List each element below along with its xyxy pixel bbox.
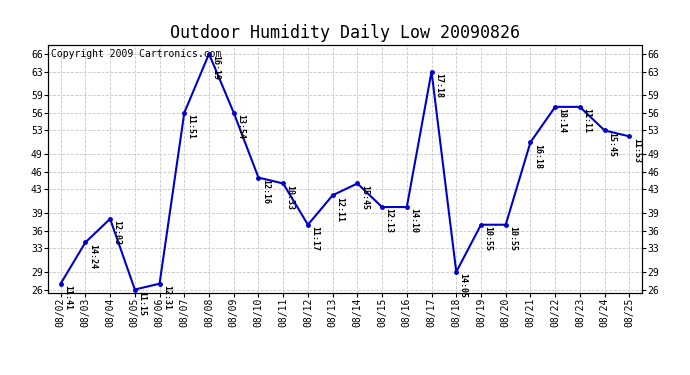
Text: 15:45: 15:45 [359,185,369,210]
Text: 15:45: 15:45 [607,132,616,157]
Text: 11:11: 11:11 [582,108,591,133]
Text: 12:03: 12:03 [112,220,121,245]
Text: 10:55: 10:55 [508,226,518,251]
Text: 12:13: 12:13 [384,209,393,234]
Text: 16:19: 16:19 [211,55,221,80]
Text: 11:17: 11:17 [310,226,319,251]
Text: 10:55: 10:55 [484,226,493,251]
Text: 18:14: 18:14 [558,108,566,133]
Text: 12:16: 12:16 [261,179,270,204]
Text: 11:41: 11:41 [63,285,72,310]
Title: Outdoor Humidity Daily Low 20090826: Outdoor Humidity Daily Low 20090826 [170,24,520,42]
Text: 11:15: 11:15 [137,291,146,316]
Text: 11:51: 11:51 [187,114,196,139]
Text: 12:11: 12:11 [335,196,344,222]
Text: 10:33: 10:33 [286,185,295,210]
Text: 16:18: 16:18 [533,144,542,169]
Text: 17:18: 17:18 [434,73,443,98]
Text: Copyright 2009 Cartronics.com: Copyright 2009 Cartronics.com [51,49,221,59]
Text: 12:31: 12:31 [162,285,171,310]
Text: 13:54: 13:54 [236,114,245,139]
Text: 14:05: 14:05 [459,273,468,298]
Text: 14:24: 14:24 [88,244,97,269]
Text: 14:10: 14:10 [409,209,418,234]
Text: 11:53: 11:53 [632,138,641,163]
